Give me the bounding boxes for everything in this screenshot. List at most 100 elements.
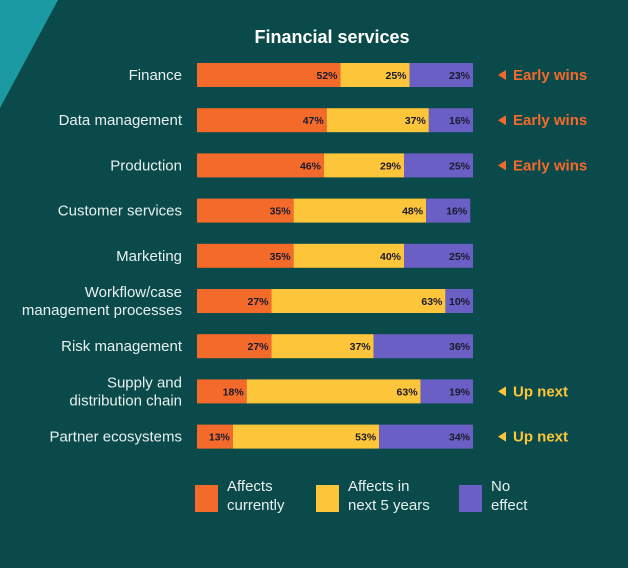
bar-segment <box>323 153 404 178</box>
data-label: 34% <box>449 432 471 444</box>
category-label-line: Workflow/case <box>85 284 182 301</box>
arrow-left-icon <box>498 70 506 80</box>
bar-segment <box>232 424 380 449</box>
legend-item: Affects in next 5 years <box>316 478 430 514</box>
data-label: 23% <box>449 70 471 82</box>
bar-segment <box>197 424 233 449</box>
chart-row: Workflow/case management processes 27% 63% 1… <box>22 284 473 319</box>
category-label: Customer services <box>58 203 182 220</box>
annotation: Up next <box>498 383 568 400</box>
category-label: Supply and distribution chain <box>69 374 182 409</box>
data-label: 35% <box>270 251 292 263</box>
legend-swatch <box>459 485 482 512</box>
data-label: 36% <box>449 341 471 353</box>
data-label: 16% <box>446 206 468 218</box>
data-label: 52% <box>317 70 339 82</box>
bar-segment <box>197 289 272 313</box>
data-label: 35% <box>270 206 292 218</box>
annotation-label: Up next <box>513 383 568 400</box>
bar-segment <box>293 198 427 223</box>
legend-item: No effect <box>459 478 528 514</box>
chart-row: Finance 52% 25% 23% Early wins <box>129 63 587 87</box>
data-label: 25% <box>386 70 408 82</box>
category-label-line: management processes <box>22 302 182 319</box>
data-label: 63% <box>397 386 419 398</box>
bar-segment <box>420 379 473 404</box>
data-label: 25% <box>449 160 471 172</box>
data-label: 16% <box>449 115 471 127</box>
data-label: 10% <box>449 296 471 308</box>
bar-segment <box>293 243 404 268</box>
data-label: 27% <box>248 296 270 308</box>
category-label: Data management <box>59 112 183 129</box>
annotation-label: Early wins <box>513 157 587 174</box>
chart-row: Marketing 35% 40% 25% <box>116 243 473 268</box>
arrow-left-icon <box>498 386 506 397</box>
legend-item: Affects currently <box>195 478 285 514</box>
category-label: Risk management <box>61 338 183 355</box>
annotation: Early wins <box>498 112 587 129</box>
legend-label-line: next 5 years <box>348 497 430 514</box>
bar-segment <box>271 289 446 313</box>
data-label: 13% <box>209 432 231 444</box>
chart-row: Customer services 35% 48% 16% <box>58 198 471 223</box>
chart-row: Supply and distribution chain 18% 63% 19% Up … <box>69 374 568 409</box>
bar-segment <box>379 424 473 449</box>
bar-segment <box>404 153 473 178</box>
bar-segment <box>428 108 473 133</box>
category-label-line: Supply and <box>107 374 182 391</box>
legend-label-line: effect <box>491 497 528 514</box>
arrow-left-icon <box>498 431 506 442</box>
data-label: 40% <box>380 251 402 263</box>
annotation: Early wins <box>498 67 587 84</box>
legend-label: No effect <box>491 478 528 514</box>
chart-row: Partner ecosystems 13% 53% 34% Up next <box>49 424 568 449</box>
category-label: Marketing <box>116 248 182 265</box>
annotation-label: Up next <box>513 429 568 446</box>
category-label: Finance <box>129 67 182 84</box>
legend-label-line: Affects <box>227 478 273 495</box>
bar-segment <box>197 198 294 223</box>
bar-segment <box>197 334 272 359</box>
corner-accent-shape <box>0 0 58 108</box>
category-label: Production <box>110 157 182 174</box>
bar-segment <box>373 334 473 359</box>
bar-segment <box>197 108 327 133</box>
annotation: Early wins <box>498 157 587 174</box>
category-label: Workflow/case management processes <box>22 284 182 319</box>
annotation-label: Early wins <box>513 67 587 84</box>
data-label: 25% <box>449 251 471 263</box>
data-label: 37% <box>405 115 427 127</box>
bar-segment <box>197 379 247 404</box>
legend-label-line: Affects in <box>348 478 409 495</box>
data-label: 19% <box>449 386 471 398</box>
annotation-label: Early wins <box>513 112 587 129</box>
data-label: 63% <box>421 296 443 308</box>
data-label: 18% <box>223 386 245 398</box>
bar-segment <box>409 63 473 87</box>
chart-row: Production 46% 29% 25% Early wins <box>110 153 587 178</box>
data-label: 47% <box>303 115 325 127</box>
legend-swatch <box>316 485 339 512</box>
bar-segment <box>246 379 421 404</box>
category-label-line: distribution chain <box>69 392 182 409</box>
bar-segment <box>326 108 429 133</box>
data-label: 37% <box>350 341 372 353</box>
data-label: 53% <box>355 432 377 444</box>
arrow-left-icon <box>498 160 506 171</box>
data-label: 48% <box>402 206 424 218</box>
legend-label-line: currently <box>227 497 285 514</box>
legend-label: Affects currently <box>227 478 285 514</box>
chart-row: Risk management 27% 37% 36% <box>61 334 473 359</box>
chart-row: Data management 47% 37% 16% Early wins <box>59 108 587 133</box>
data-label: 27% <box>248 341 270 353</box>
chart-title: Financial services <box>254 27 409 47</box>
annotation: Up next <box>498 429 568 446</box>
category-label: Partner ecosystems <box>49 429 182 446</box>
bar-segment <box>197 63 341 87</box>
bar-segment <box>445 289 473 313</box>
bar-segment <box>197 153 324 178</box>
arrow-left-icon <box>498 115 506 126</box>
bar-segment <box>197 243 294 268</box>
